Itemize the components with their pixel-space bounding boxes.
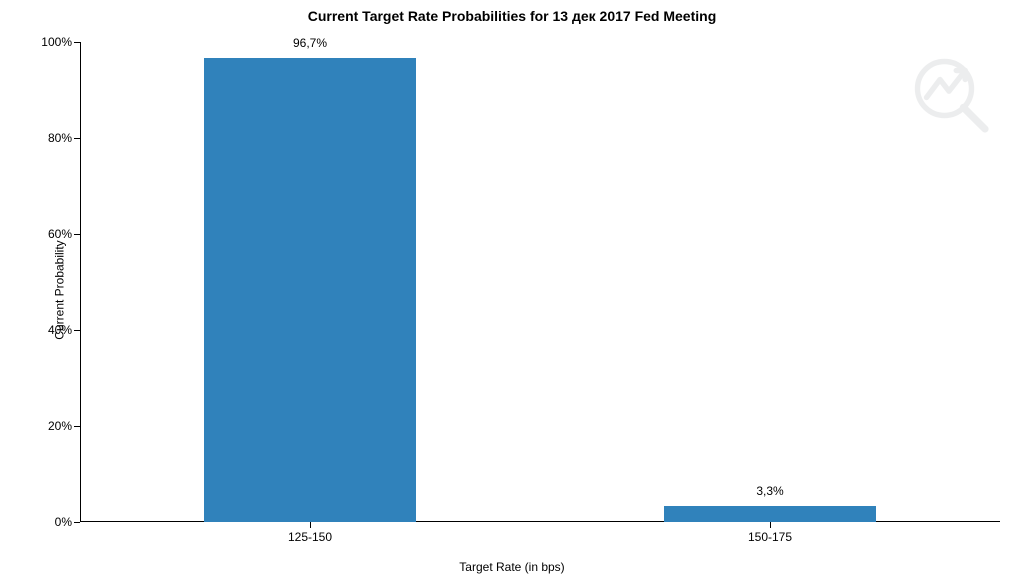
plot-area: 0%20%40%60%80%100%96,7%125-1503,3%150-17… xyxy=(80,42,1000,522)
y-tick-label: 20% xyxy=(48,419,72,433)
chart-container: Current Target Rate Probabilities for 13… xyxy=(0,0,1024,580)
y-tick-label: 40% xyxy=(48,323,72,337)
bar-value-label: 96,7% xyxy=(293,36,327,50)
bar-value-label: 3,3% xyxy=(756,484,783,498)
bar xyxy=(664,506,876,522)
bar xyxy=(204,58,416,522)
x-tick-mark xyxy=(310,522,311,528)
watermark-icon xyxy=(904,48,994,138)
y-tick-mark xyxy=(74,138,80,139)
chart-title: Current Target Rate Probabilities for 13… xyxy=(0,8,1024,24)
y-tick-label: 0% xyxy=(55,515,72,529)
y-tick-label: 100% xyxy=(41,35,72,49)
x-tick-label: 125-150 xyxy=(288,530,332,544)
y-tick-mark xyxy=(74,522,80,523)
x-tick-mark xyxy=(770,522,771,528)
x-tick-label: 150-175 xyxy=(748,530,792,544)
y-tick-label: 60% xyxy=(48,227,72,241)
y-tick-mark xyxy=(74,42,80,43)
y-tick-label: 80% xyxy=(48,131,72,145)
y-tick-mark xyxy=(74,426,80,427)
y-tick-mark xyxy=(74,330,80,331)
x-axis-label: Target Rate (in bps) xyxy=(0,560,1024,574)
y-axis-line xyxy=(80,42,81,522)
y-tick-mark xyxy=(74,234,80,235)
